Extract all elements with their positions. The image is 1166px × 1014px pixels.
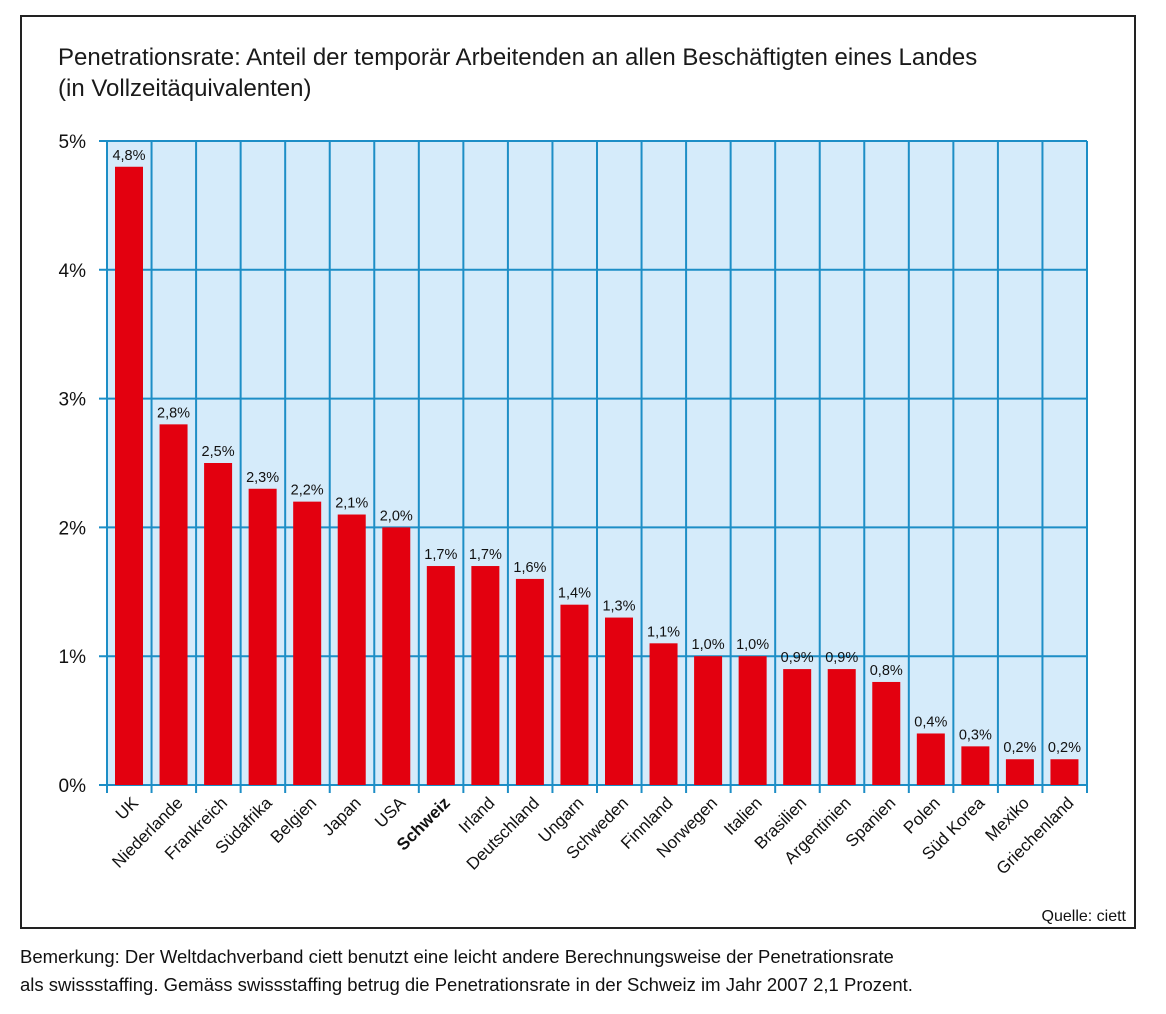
x-tick-label: Japan [319, 793, 365, 839]
y-tick-label: 0% [59, 776, 87, 797]
data-label: 2,3% [246, 470, 279, 486]
data-label: 0,2% [1048, 740, 1081, 756]
bar [159, 424, 188, 785]
bar [248, 488, 277, 785]
data-label: 1,1% [647, 624, 680, 640]
source-label: Quelle: ciett [1041, 908, 1126, 925]
data-label: 0,8% [870, 663, 903, 679]
bar [1005, 759, 1034, 785]
bar [916, 733, 945, 785]
x-tick-label: UK [112, 793, 143, 824]
chart-title: Penetrationsrate: Anteil der temporär Ar… [58, 42, 977, 104]
bar [426, 566, 455, 785]
bar [1050, 759, 1079, 785]
footnote-line: Bemerkung: Der Weltdachverband ciett ben… [20, 946, 894, 967]
footnote: Bemerkung: Der Weltdachverband ciett ben… [20, 943, 1150, 999]
data-label: 0,9% [825, 650, 858, 666]
data-label: 1,3% [602, 599, 635, 615]
y-tick-label: 5% [59, 132, 87, 153]
y-tick-label: 2% [59, 518, 87, 539]
bar [515, 578, 544, 785]
bar [738, 656, 767, 785]
bar [382, 527, 411, 785]
y-tick-label: 4% [59, 261, 87, 282]
bar [337, 514, 366, 785]
bar [560, 604, 589, 785]
footnote-line: als swissstaffing. Gemäss swissstaffing … [20, 974, 913, 995]
y-tick-label: 1% [59, 647, 87, 668]
data-label: 1,0% [692, 637, 725, 653]
chart-frame [20, 15, 1136, 929]
data-label: 0,2% [1003, 740, 1036, 756]
x-tick-label: Spanien [842, 793, 900, 851]
data-label: 2,2% [291, 483, 324, 499]
bar [605, 617, 633, 785]
x-tick-label: Griechenland [993, 793, 1078, 878]
data-label: 2,5% [202, 444, 235, 460]
data-label: 1,6% [513, 560, 546, 576]
bar [293, 501, 322, 785]
data-label: 1,0% [736, 637, 769, 653]
bar [694, 656, 723, 785]
data-label: 4,8% [112, 148, 145, 164]
y-tick-label: 3% [59, 390, 87, 411]
subtitle-line: (in Vollzeitäquivalenten) [58, 75, 312, 102]
bar [827, 669, 856, 785]
x-tick-label: USA [371, 793, 410, 832]
bar [961, 746, 990, 785]
data-label: 0,3% [959, 727, 992, 743]
bar [872, 681, 901, 785]
bar [649, 643, 678, 785]
data-label: 1,4% [558, 586, 591, 602]
bar-chart: 0%1%2%3%4%5%4,8%UK2,8%Niederlande2,5%Fra… [59, 132, 1088, 878]
bar [471, 566, 500, 785]
data-label: 0,4% [914, 714, 947, 730]
x-tick-label: Belgien [267, 793, 321, 847]
title-line: Penetrationsrate: Anteil der temporär Ar… [58, 44, 978, 71]
data-label: 2,8% [157, 405, 190, 421]
data-label: 1,7% [469, 547, 502, 563]
data-label: 2,0% [380, 508, 413, 524]
data-label: 0,9% [781, 650, 814, 666]
bar [783, 669, 812, 785]
data-label: 1,7% [424, 547, 457, 563]
bar [115, 166, 143, 785]
bar [204, 463, 233, 785]
data-label: 2,1% [335, 496, 368, 512]
